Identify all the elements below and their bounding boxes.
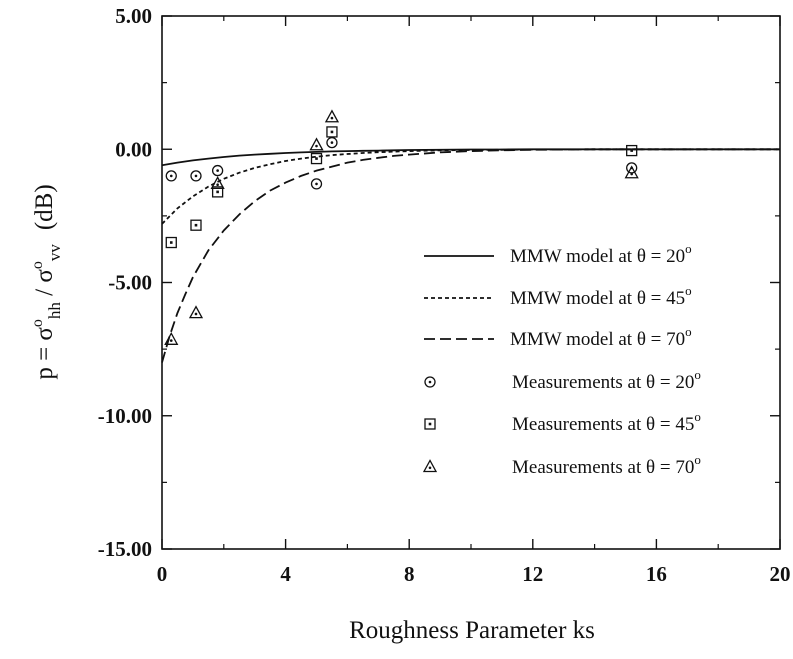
y-title-sup2: o — [29, 261, 46, 269]
circle-point — [310, 178, 323, 190]
triangle-point — [624, 165, 639, 179]
legend-marker-swatch — [424, 418, 436, 430]
triangle-point — [309, 137, 324, 151]
y-tick-label: 5.00 — [115, 4, 152, 28]
y-tick-label: -15.00 — [98, 537, 152, 561]
legend-marker-swatch — [422, 459, 438, 473]
legend-entry: MMW model at θ = 70o — [424, 324, 692, 350]
y-title-sub1: hh — [45, 302, 64, 320]
legend-label: Measurements at θ = 45o — [512, 409, 701, 435]
x-axis-title: Roughness Parameter ks — [349, 617, 595, 644]
y-tick-label: 0.00 — [115, 137, 152, 161]
legend-label: MMW model at θ = 45o — [510, 283, 692, 309]
square-point — [165, 236, 177, 249]
x-tick-label: 16 — [646, 562, 667, 586]
model-curve-0 — [161, 148, 780, 167]
model-curve-1 — [161, 148, 780, 225]
triangle-point — [188, 305, 204, 319]
svg-text:p = σohh / σovv(dB): p = σohh / σovv(dB) — [29, 184, 64, 379]
legend-label: MMW model at θ = 70o — [510, 324, 692, 350]
circle-point — [190, 170, 202, 182]
y-tick-label: -5.00 — [108, 271, 152, 295]
axis-ticks — [161, 15, 781, 550]
circle-point — [165, 170, 177, 182]
y-title-sub2: vv — [45, 244, 64, 262]
model-curves — [161, 148, 780, 363]
x-tick-label: 8 — [404, 562, 415, 586]
legend-entry: Measurements at θ = 70o — [422, 452, 701, 478]
y-axis-title: p = σohh / σovv(dB) — [29, 184, 64, 379]
y-title-prefix: p = σ — [31, 327, 58, 380]
legend-entry: Measurements at θ = 20o — [424, 367, 701, 393]
square-point — [211, 186, 224, 198]
square-point — [310, 152, 323, 165]
model-curve-2 — [161, 148, 780, 363]
axis-tick-labels: 0 4 8 12 16 20 5.00 0.00 -5.00 -10.00 -15.00 — [98, 4, 791, 586]
triangle-point — [324, 109, 340, 123]
y-title-suffix: (dB) — [31, 184, 58, 230]
circle-point — [326, 136, 338, 149]
y-title-mid: / σ — [31, 269, 58, 302]
legend-label: Measurements at θ = 70o — [512, 452, 701, 478]
x-tick-label: 20 — [770, 562, 791, 586]
y-tick-label: -10.00 — [98, 404, 152, 428]
legend-marker-swatch — [424, 376, 436, 388]
measurement-markers — [164, 109, 639, 345]
triangle-point — [210, 176, 225, 190]
legend-entry: Measurements at θ = 45o — [424, 409, 701, 435]
triangle-point — [164, 331, 179, 345]
legend-entry: MMW model at θ = 20o — [424, 241, 692, 267]
square-point — [326, 126, 338, 138]
legend-label: MMW model at θ = 20o — [510, 241, 692, 267]
circle-point — [211, 164, 224, 177]
legend: MMW model at θ = 20o MMW model at θ = 45o… — [422, 241, 701, 478]
square-point — [626, 144, 638, 157]
square-point — [190, 219, 202, 231]
x-tick-label: 0 — [157, 562, 168, 586]
legend-label: Measurements at θ = 20o — [512, 367, 701, 393]
y-title-sup1: o — [29, 319, 46, 327]
x-tick-label: 4 — [280, 562, 291, 586]
legend-entry: MMW model at θ = 45o — [424, 283, 692, 309]
x-tick-label: 12 — [522, 562, 543, 586]
